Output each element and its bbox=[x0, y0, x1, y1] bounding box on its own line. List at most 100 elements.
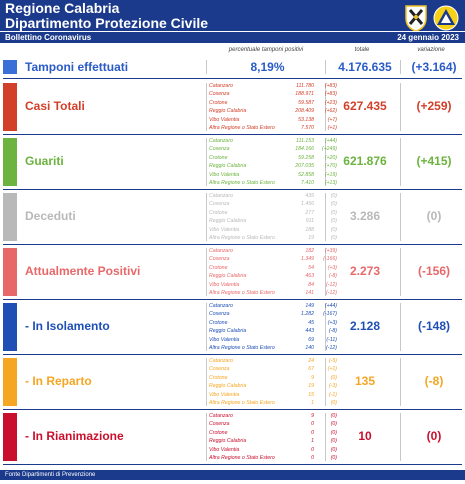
footer: Fonte Dipartimenti di Prevenzione bbox=[0, 470, 465, 480]
section-label: - In Reparto bbox=[25, 374, 92, 388]
province-variation: (+13) bbox=[324, 180, 337, 186]
province-name: Catanzaro bbox=[209, 83, 233, 89]
province-variation: (+20) bbox=[324, 154, 337, 161]
province-name: Crotone bbox=[209, 429, 228, 436]
province-variation: (+1) bbox=[327, 366, 337, 373]
province-value: 1.349 bbox=[301, 256, 314, 263]
section-variation: (0) bbox=[426, 429, 442, 443]
province-variation: (+1) bbox=[327, 125, 337, 131]
total-column-header: totale bbox=[354, 47, 370, 53]
province-variation: (0) bbox=[330, 374, 337, 381]
province-name: Crotone bbox=[209, 374, 228, 381]
province-value: 53.138 bbox=[298, 116, 314, 123]
province-name: Crotone bbox=[209, 209, 228, 216]
province-value: 9 bbox=[311, 413, 314, 419]
province-value: 84 bbox=[308, 281, 314, 288]
province-value: 69 bbox=[308, 336, 314, 343]
province-value: 184.166 bbox=[295, 146, 314, 153]
province-name: Catanzaro bbox=[209, 358, 233, 364]
province-name: Vibo Valentia bbox=[209, 336, 240, 343]
province-variation: (-167) bbox=[323, 311, 337, 318]
province-value: 0 bbox=[311, 455, 314, 461]
tamponi-percentage: 8,19% bbox=[250, 60, 285, 74]
tamponi-color-bar bbox=[3, 60, 17, 74]
province-name: Reggio Calabria bbox=[209, 328, 247, 335]
section-total: 3.286 bbox=[349, 209, 381, 223]
province-variation: (0) bbox=[330, 429, 337, 436]
province-name: Vibo Valentia bbox=[209, 116, 240, 123]
province-value: 45 bbox=[308, 319, 314, 326]
section-color-bar bbox=[3, 413, 17, 461]
province-value: 140 bbox=[305, 345, 314, 351]
province-value: 54 bbox=[308, 264, 314, 271]
province-variation: (-8) bbox=[328, 273, 337, 280]
province-name: Cosenza bbox=[209, 201, 230, 208]
province-variation: (+83) bbox=[324, 91, 337, 98]
province-variation: (+39) bbox=[324, 248, 337, 254]
section-total: 135 bbox=[354, 374, 376, 388]
province-value: 67 bbox=[308, 366, 314, 373]
province-variation: (0) bbox=[330, 201, 337, 208]
province-name: Altra Regione o Stato Estero bbox=[209, 455, 275, 461]
section-variation: (-156) bbox=[417, 264, 450, 278]
tamponi-total: 4.176.635 bbox=[338, 60, 392, 74]
footer-source: Fonte Dipartimenti di Prevenzione bbox=[5, 472, 96, 478]
province-variation: (0) bbox=[330, 446, 337, 453]
province-variation: (+3) bbox=[327, 264, 337, 271]
province-value: 207.035 bbox=[295, 163, 314, 170]
province-name: Catanzaro bbox=[209, 413, 233, 419]
province-value: 188.971 bbox=[295, 91, 314, 98]
province-value: 24 bbox=[308, 358, 314, 364]
province-name: Reggio Calabria bbox=[209, 163, 247, 170]
variation-column-header: variazione bbox=[417, 47, 445, 53]
section-variation: (0) bbox=[426, 209, 442, 223]
province-variation: (0) bbox=[330, 400, 337, 406]
section-label: - In Rianimazione bbox=[25, 429, 124, 443]
section-row: - In Rianimazione Catanzaro 9 (0) Cosenza 0 (0… bbox=[3, 410, 462, 464]
section-row: Attualmente Positivi Catanzaro 182 (+39) Cos… bbox=[3, 245, 462, 299]
province-variation: (+44) bbox=[324, 138, 337, 144]
province-name: Catanzaro bbox=[209, 248, 233, 254]
province-variation: (0) bbox=[330, 438, 337, 445]
province-name: Cosenza bbox=[209, 311, 230, 318]
province-variation: (0) bbox=[330, 218, 337, 225]
section-variation: (+259) bbox=[416, 99, 452, 113]
province-value: 7.410 bbox=[301, 180, 314, 186]
province-value: 1.282 bbox=[301, 311, 314, 318]
province-value: 188 bbox=[305, 226, 314, 233]
pct-column-header: percentuale tamponi positivi bbox=[228, 47, 304, 53]
province-value: 911 bbox=[305, 218, 314, 225]
province-variation: (-12) bbox=[326, 345, 337, 351]
province-name: Reggio Calabria bbox=[209, 438, 247, 445]
province-variation: (0) bbox=[330, 209, 337, 216]
region-title: Regione Calabria bbox=[5, 0, 120, 16]
province-value: 1 bbox=[311, 438, 314, 445]
section-variation: (+415) bbox=[416, 154, 452, 168]
province-name: Cosenza bbox=[209, 256, 230, 263]
province-variation: (+23) bbox=[324, 99, 337, 106]
section-label: - In Isolamento bbox=[25, 319, 110, 333]
section-color-bar bbox=[3, 193, 17, 241]
province-name: Vibo Valentia bbox=[209, 391, 240, 398]
province-value: 141 bbox=[305, 290, 314, 296]
section-label: Attualmente Positivi bbox=[25, 264, 141, 278]
province-value: 0 bbox=[311, 429, 314, 436]
bulletin-date: 24 gennaio 2023 bbox=[397, 33, 459, 42]
section-color-bar bbox=[3, 303, 17, 351]
tamponi-label: Tamponi effettuati bbox=[25, 60, 129, 74]
section-color-bar bbox=[3, 358, 17, 406]
province-variation: (-166) bbox=[323, 256, 337, 263]
province-variation: (+249) bbox=[321, 146, 337, 153]
province-name: Cosenza bbox=[209, 366, 230, 373]
section-row: - In Reparto Catanzaro 24 (-5) Cosenza 67 (+1)… bbox=[3, 355, 462, 409]
province-value: 463 bbox=[305, 273, 314, 280]
province-name: Vibo Valentia bbox=[209, 171, 240, 178]
province-value: 19 bbox=[308, 383, 314, 390]
province-variation: (-12) bbox=[326, 290, 337, 296]
section-row: Deceduti Catanzaro 435 (0) Cosenza 1.456 (0) Cr… bbox=[3, 190, 462, 244]
province-value: 0 bbox=[311, 421, 314, 428]
province-name: Altra Regione o Stato Estero bbox=[209, 125, 275, 131]
province-name: Catanzaro bbox=[209, 303, 233, 309]
section-variation: (-148) bbox=[417, 319, 450, 333]
province-value: 149 bbox=[305, 303, 314, 309]
